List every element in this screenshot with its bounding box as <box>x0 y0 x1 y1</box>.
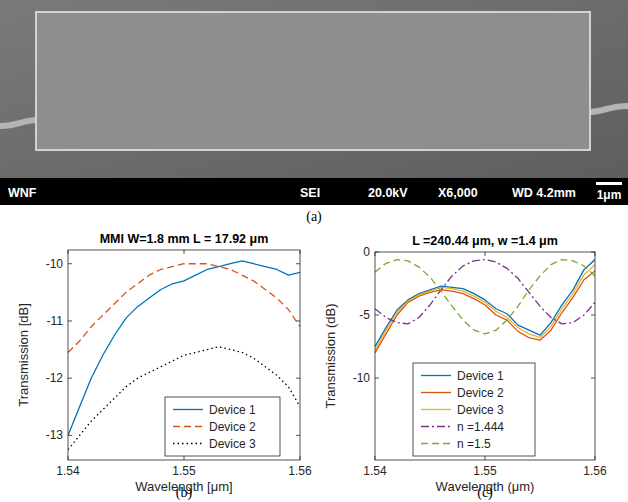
mmi-section <box>36 12 590 150</box>
sem-panel: WNF SEI 20.0kV X6,000 WD 4.2mm 1μm <box>0 0 628 205</box>
x-tick-label: 1.55 <box>473 464 497 478</box>
y-tick-label: -10 <box>353 371 371 385</box>
info-text: WNF <box>8 186 37 200</box>
y-tick-label: -5 <box>359 308 370 322</box>
x-tick-label: 1.54 <box>363 464 387 478</box>
legend-label: n =1.5 <box>457 437 491 451</box>
chart-title: MMI W=1.8 mm L = 17.92 μm <box>100 232 269 246</box>
y-tick-label: -10 <box>46 257 64 271</box>
series-line <box>375 271 595 353</box>
legend-box <box>413 363 535 456</box>
input-waveguide <box>0 120 38 126</box>
series-line <box>375 260 595 324</box>
info-bar <box>0 178 628 205</box>
legend-label: Device 3 <box>209 437 256 451</box>
series-line <box>68 264 300 353</box>
caption: (a) <box>306 209 322 225</box>
y-tick-label: -12 <box>46 371 64 385</box>
legend-swatch <box>421 443 451 444</box>
plot-area <box>375 252 595 460</box>
info-text: SEI <box>300 186 320 200</box>
y-tick-label: -11 <box>47 314 64 328</box>
info-text: X6,000 <box>438 186 478 200</box>
legend-swatch <box>173 409 203 410</box>
chart-title: L =240.44 μm, w =1.4 μm <box>412 234 558 248</box>
legend-swatch <box>421 426 451 427</box>
caption: (b) <box>176 485 193 501</box>
legend: Device 1 Device 2 Device 3 n =1.444 n =1.5 <box>413 363 535 456</box>
plot-area <box>68 250 300 460</box>
series-group <box>375 260 595 353</box>
y-tick-label: -13 <box>46 428 64 442</box>
legend-swatch <box>421 409 451 410</box>
info-text: 20.0kV <box>368 186 408 200</box>
caption: (c) <box>477 485 493 501</box>
legend-label: Device 2 <box>209 420 256 434</box>
legend-box <box>165 397 280 456</box>
legend-label: n =1.444 <box>457 420 504 434</box>
y-axis-title: Transmission (dB) <box>323 304 338 409</box>
figure: WNF SEI 20.0kV X6,000 WD 4.2mm 1μm (a) 1.54 1.55… <box>0 0 628 502</box>
chart: 1.54 1.55 1.56 -10 -5 0 L =240.44 μm, w =1.4 μ… <box>323 234 607 494</box>
scale-bar <box>596 182 622 185</box>
y-tick <box>68 320 300 321</box>
x-tick-label: 1.55 <box>172 464 196 478</box>
x-tick-label: 1.56 <box>288 464 312 478</box>
info-text: WD 4.2mm <box>512 186 576 200</box>
y-tick <box>375 315 595 316</box>
legend-swatch <box>421 392 451 393</box>
legend-label: Device 3 <box>457 403 504 417</box>
series-line <box>375 260 595 334</box>
y-tick-label: 0 <box>363 245 370 259</box>
legend-label: Device 1 <box>209 403 256 417</box>
x-tick-label: 1.54 <box>56 464 80 478</box>
y-tick <box>68 378 300 379</box>
series-line <box>375 265 595 351</box>
legend-swatch <box>173 443 203 444</box>
legend-swatch <box>421 375 451 376</box>
legend-swatch <box>173 426 203 427</box>
legend: Device 1 Device 2 Device 3 <box>165 397 280 456</box>
plot-frame <box>68 250 300 460</box>
output-waveguide <box>588 106 628 112</box>
x-tick-label: 1.56 <box>583 464 607 478</box>
legend-label: Device 2 <box>457 386 504 400</box>
sem-background <box>0 0 628 178</box>
y-axis-title: Transmission [dB] <box>16 303 31 407</box>
legend-label: Device 1 <box>457 369 504 383</box>
scale-bar-label: 1μm <box>597 188 622 202</box>
plot-frame <box>375 252 595 460</box>
chart: 1.54 1.55 1.56 -13 -12 -11 -10 MMI W=1.8 mm L =… <box>16 232 312 494</box>
